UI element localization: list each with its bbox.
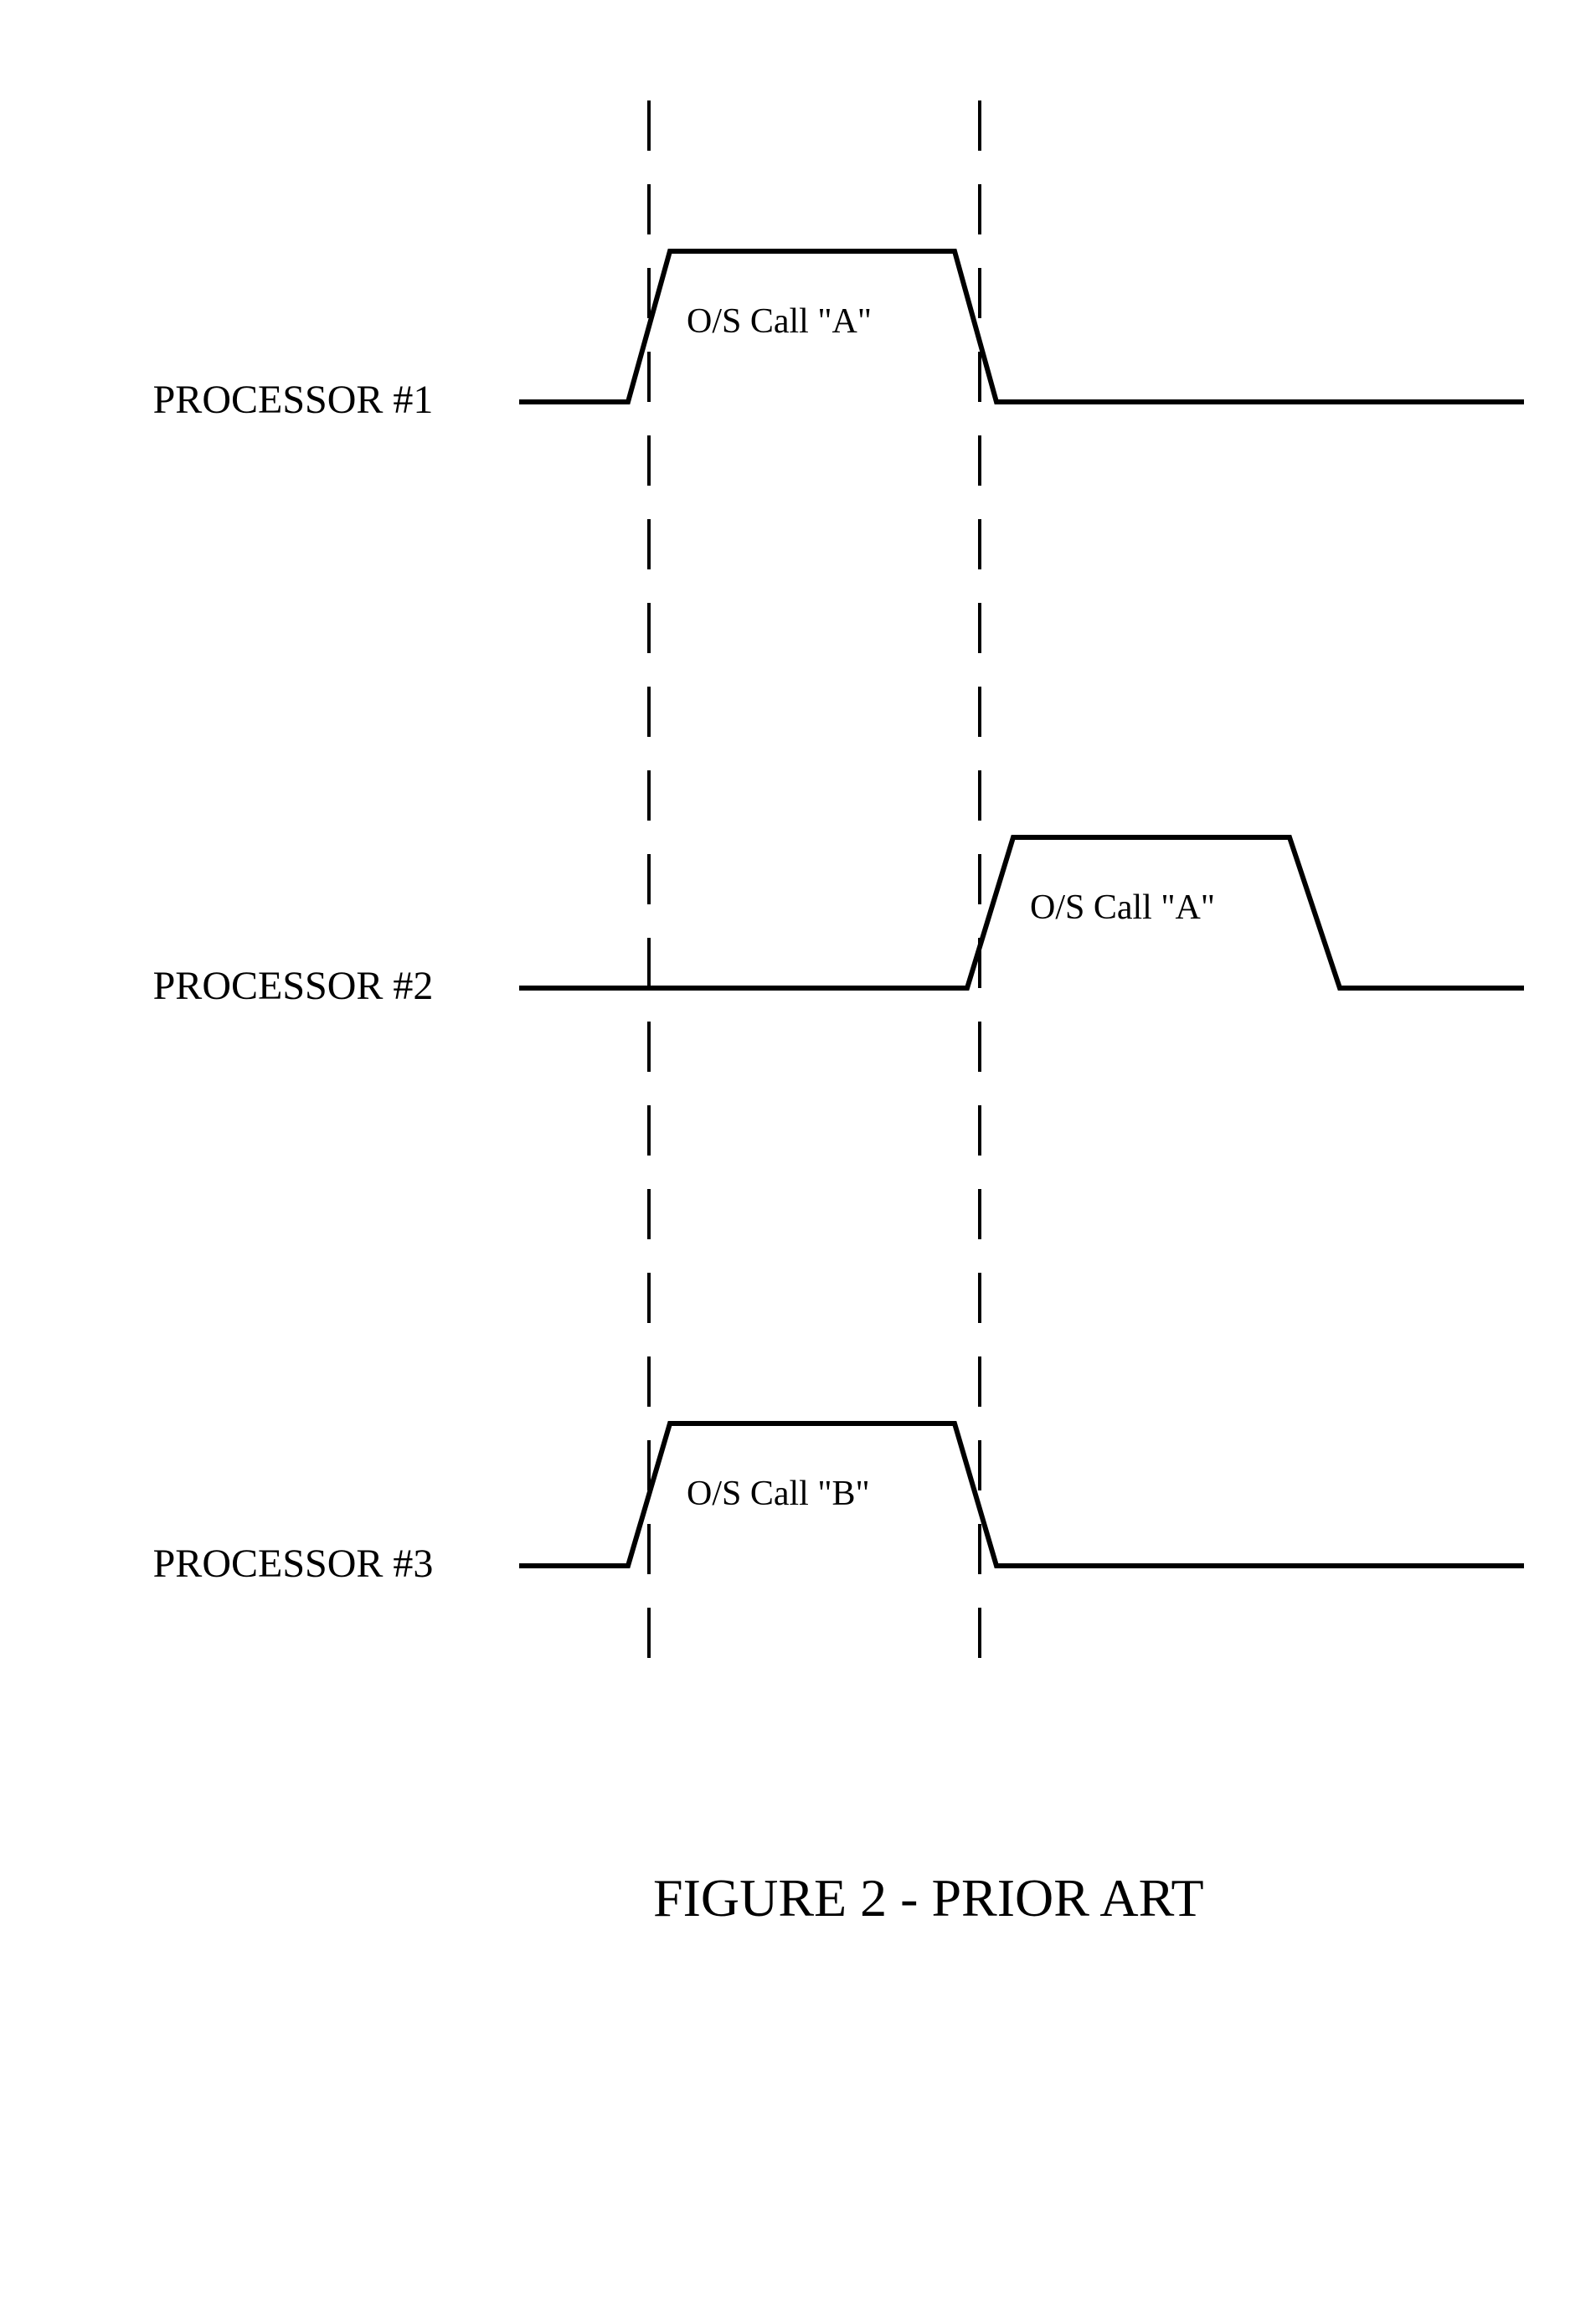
timeline-proc3 [519,1423,1524,1566]
figure-caption: FIGURE 2 - PRIOR ART [653,1867,1204,1929]
diagram-canvas: PROCESSOR #1 PROCESSOR #2 PROCESSOR #3 O… [0,0,1596,2301]
diagram-svg [0,0,1596,2301]
row-label-proc2: PROCESSOR #2 [117,963,469,1009]
timeline-proc2 [519,837,1524,988]
os-call-label-proc3: O/S Call "B" [687,1474,870,1514]
timeline-proc1 [519,251,1524,402]
row-label-proc1: PROCESSOR #1 [117,377,469,423]
row-label-proc3: PROCESSOR #3 [117,1541,469,1587]
os-call-label-proc2: O/S Call "A" [1030,888,1215,928]
os-call-label-proc1: O/S Call "A" [687,301,872,342]
